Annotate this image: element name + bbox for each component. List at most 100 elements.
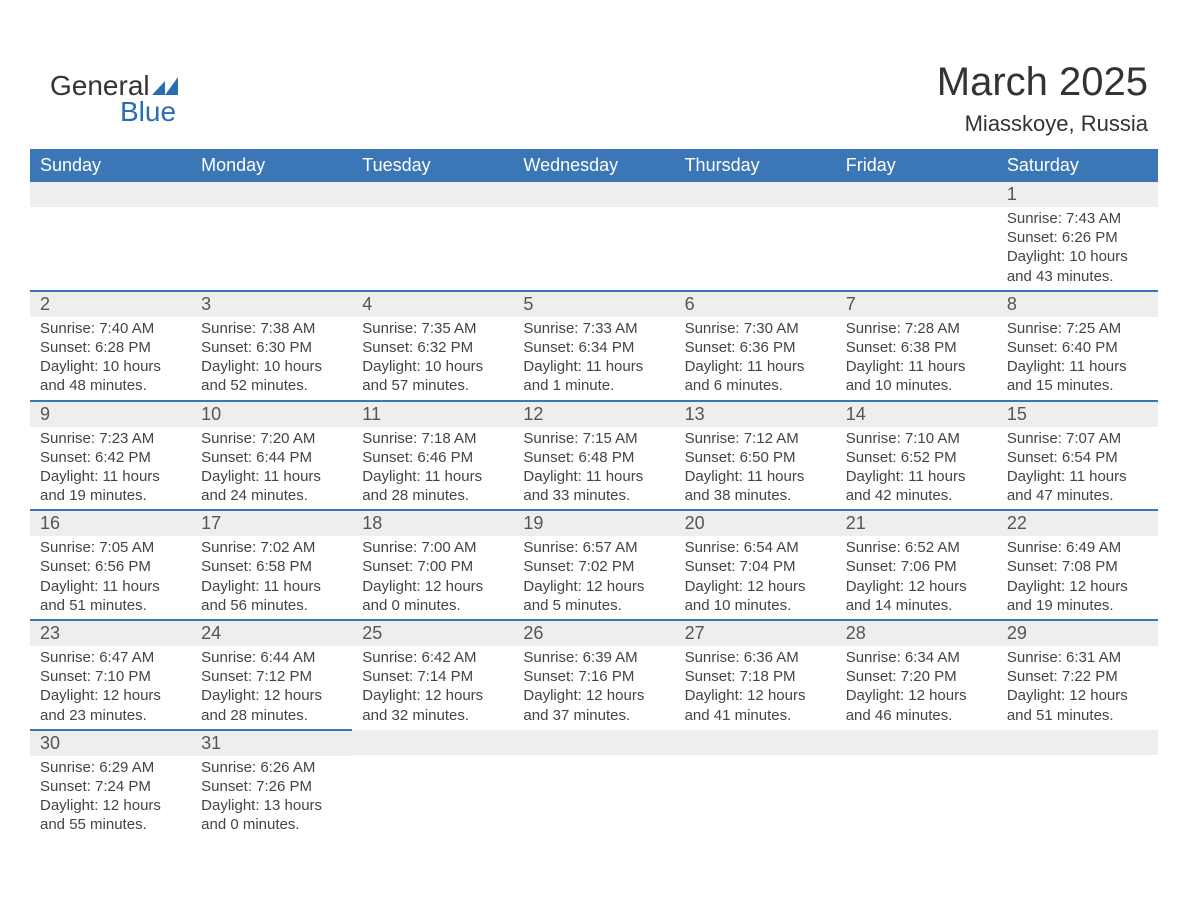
day-detail-line: Sunrise: 7:38 AM [201,319,342,338]
day-details: Sunrise: 7:40 AMSunset: 6:28 PMDaylight:… [30,317,191,400]
header: General Blue March 2025 Miasskoye, Russi… [30,60,1158,137]
calendar-cell-day-2: 2Sunrise: 7:40 AMSunset: 6:28 PMDaylight… [30,291,191,401]
day-number: 25 [352,621,513,646]
day-details: Sunrise: 6:57 AMSunset: 7:02 PMDaylight:… [513,536,674,619]
day-detail-line: Sunrise: 6:49 AM [1007,538,1148,557]
day-detail-line: Daylight: 11 hours and 42 minutes. [846,467,987,505]
calendar-cell-day-23: 23Sunrise: 6:47 AMSunset: 7:10 PMDayligh… [30,620,191,730]
day-detail-line: Sunset: 6:54 PM [1007,448,1148,467]
day-detail-line: Sunset: 7:02 PM [523,557,664,576]
day-details: Sunrise: 6:39 AMSunset: 7:16 PMDaylight:… [513,646,674,729]
calendar-cell-day-8: 8Sunrise: 7:25 AMSunset: 6:40 PMDaylight… [997,291,1158,401]
day-number: 12 [513,402,674,427]
day-details: Sunrise: 6:31 AMSunset: 7:22 PMDaylight:… [997,646,1158,729]
calendar-body: 1Sunrise: 7:43 AMSunset: 6:26 PMDaylight… [30,182,1158,839]
calendar-cell-empty [352,182,513,291]
day-details: Sunrise: 7:12 AMSunset: 6:50 PMDaylight:… [675,427,836,510]
location-label: Miasskoye, Russia [937,111,1148,137]
day-number: 4 [352,292,513,317]
day-detail-line: Daylight: 12 hours and 14 minutes. [846,577,987,615]
day-number [191,182,352,207]
calendar-cell-empty [997,730,1158,839]
day-number [352,182,513,207]
day-detail-line: Sunrise: 7:12 AM [685,429,826,448]
day-detail-line: Sunset: 6:48 PM [523,448,664,467]
day-detail-line: Daylight: 11 hours and 51 minutes. [40,577,181,615]
day-detail-line: Sunset: 6:36 PM [685,338,826,357]
day-details: Sunrise: 7:07 AMSunset: 6:54 PMDaylight:… [997,427,1158,510]
day-detail-line: Sunrise: 6:54 AM [685,538,826,557]
day-details: Sunrise: 7:30 AMSunset: 6:36 PMDaylight:… [675,317,836,400]
day-detail-line: Daylight: 11 hours and 1 minute. [523,357,664,395]
day-detail-line: Sunset: 6:30 PM [201,338,342,357]
day-number [513,730,674,755]
day-number: 23 [30,621,191,646]
day-detail-line: Sunrise: 7:00 AM [362,538,503,557]
day-details [675,207,836,213]
calendar-cell-empty [836,182,997,291]
calendar-cell-day-15: 15Sunrise: 7:07 AMSunset: 6:54 PMDayligh… [997,401,1158,511]
day-detail-line: Daylight: 12 hours and 37 minutes. [523,686,664,724]
day-detail-line: Daylight: 11 hours and 19 minutes. [40,467,181,505]
day-details: Sunrise: 7:02 AMSunset: 6:58 PMDaylight:… [191,536,352,619]
day-number [513,182,674,207]
day-details: Sunrise: 7:23 AMSunset: 6:42 PMDaylight:… [30,427,191,510]
title-block: March 2025 Miasskoye, Russia [937,60,1148,137]
day-number: 11 [352,402,513,427]
day-details [513,755,674,761]
day-detail-line: Sunrise: 6:31 AM [1007,648,1148,667]
day-details: Sunrise: 7:18 AMSunset: 6:46 PMDaylight:… [352,427,513,510]
day-detail-line: Daylight: 10 hours and 52 minutes. [201,357,342,395]
day-detail-line: Daylight: 12 hours and 46 minutes. [846,686,987,724]
day-detail-line: Sunset: 6:28 PM [40,338,181,357]
day-detail-line: Daylight: 11 hours and 47 minutes. [1007,467,1148,505]
calendar-cell-day-5: 5Sunrise: 7:33 AMSunset: 6:34 PMDaylight… [513,291,674,401]
day-detail-line: Sunset: 7:08 PM [1007,557,1148,576]
weekday-header: Saturday [997,149,1158,182]
calendar-cell-day-17: 17Sunrise: 7:02 AMSunset: 6:58 PMDayligh… [191,510,352,620]
calendar-cell-day-18: 18Sunrise: 7:00 AMSunset: 7:00 PMDayligh… [352,510,513,620]
day-detail-line: Sunrise: 7:18 AM [362,429,503,448]
day-detail-line: Sunset: 7:24 PM [40,777,181,796]
day-number: 8 [997,292,1158,317]
calendar-cell-day-14: 14Sunrise: 7:10 AMSunset: 6:52 PMDayligh… [836,401,997,511]
day-number [30,182,191,207]
day-detail-line: Daylight: 12 hours and 32 minutes. [362,686,503,724]
day-detail-line: Sunset: 6:46 PM [362,448,503,467]
day-detail-line: Sunrise: 7:10 AM [846,429,987,448]
day-details: Sunrise: 7:00 AMSunset: 7:00 PMDaylight:… [352,536,513,619]
day-number: 3 [191,292,352,317]
day-detail-line: Sunset: 7:14 PM [362,667,503,686]
day-details: Sunrise: 7:25 AMSunset: 6:40 PMDaylight:… [997,317,1158,400]
calendar-cell-empty [513,182,674,291]
day-detail-line: Daylight: 11 hours and 6 minutes. [685,357,826,395]
day-detail-line: Sunset: 7:06 PM [846,557,987,576]
day-details: Sunrise: 6:26 AMSunset: 7:26 PMDaylight:… [191,756,352,839]
day-details [836,755,997,761]
day-detail-line: Sunset: 6:44 PM [201,448,342,467]
calendar-cell-day-22: 22Sunrise: 6:49 AMSunset: 7:08 PMDayligh… [997,510,1158,620]
day-detail-line: Sunrise: 6:29 AM [40,758,181,777]
day-detail-line: Sunrise: 6:44 AM [201,648,342,667]
weekday-header: Friday [836,149,997,182]
day-number: 16 [30,511,191,536]
day-detail-line: Sunrise: 7:40 AM [40,319,181,338]
day-detail-line: Sunset: 7:26 PM [201,777,342,796]
day-details: Sunrise: 7:10 AMSunset: 6:52 PMDaylight:… [836,427,997,510]
day-detail-line: Sunset: 7:22 PM [1007,667,1148,686]
calendar-cell-empty [352,730,513,839]
logo: General Blue [50,70,178,128]
day-number: 2 [30,292,191,317]
day-detail-line: Daylight: 11 hours and 15 minutes. [1007,357,1148,395]
day-number: 31 [191,731,352,756]
day-number: 7 [836,292,997,317]
calendar-cell-day-16: 16Sunrise: 7:05 AMSunset: 6:56 PMDayligh… [30,510,191,620]
day-number: 20 [675,511,836,536]
calendar-cell-day-19: 19Sunrise: 6:57 AMSunset: 7:02 PMDayligh… [513,510,674,620]
day-detail-line: Daylight: 10 hours and 48 minutes. [40,357,181,395]
day-details: Sunrise: 7:15 AMSunset: 6:48 PMDaylight:… [513,427,674,510]
weekday-header-row: SundayMondayTuesdayWednesdayThursdayFrid… [30,149,1158,182]
day-detail-line: Sunrise: 6:57 AM [523,538,664,557]
day-details: Sunrise: 7:43 AMSunset: 6:26 PMDaylight:… [997,207,1158,290]
day-detail-line: Sunset: 7:00 PM [362,557,503,576]
